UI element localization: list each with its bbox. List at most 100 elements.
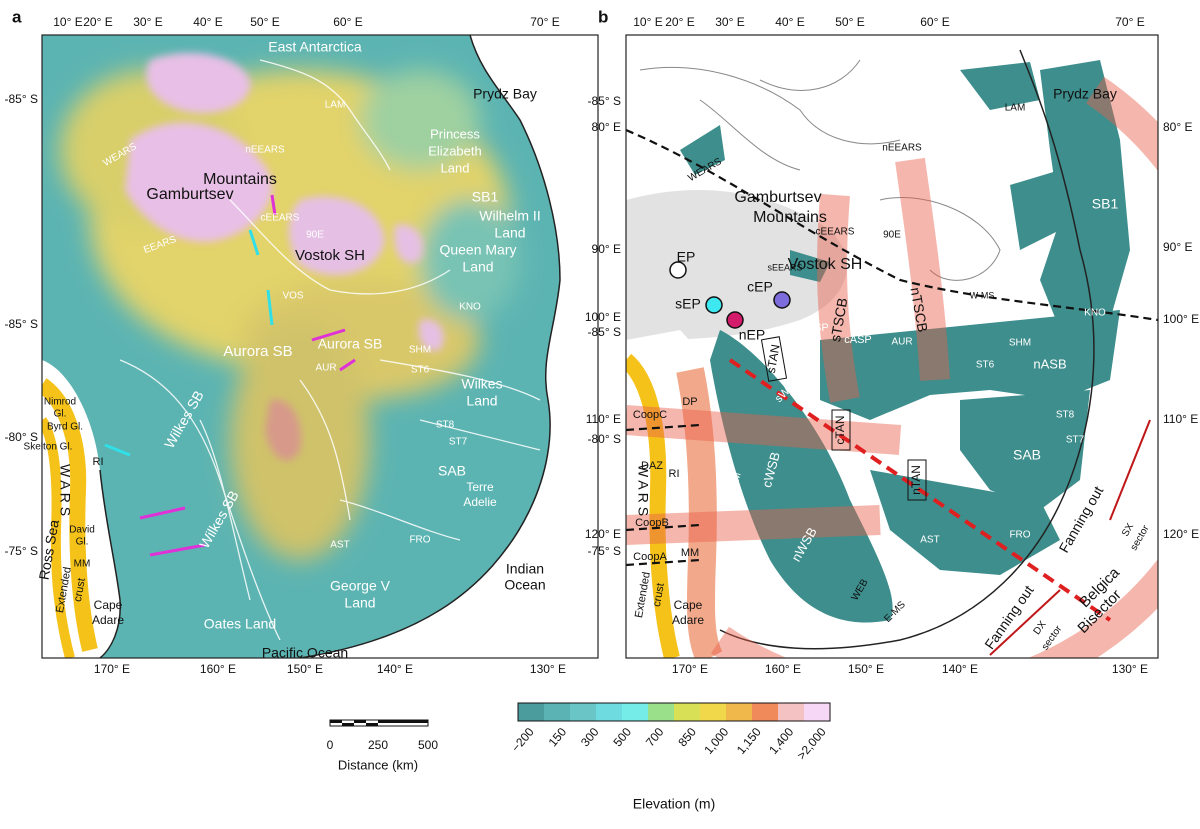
- place-label: Adare: [672, 613, 704, 627]
- place-label: MM: [681, 547, 699, 559]
- lat-label: -85° S: [588, 325, 621, 339]
- place-label: Adare: [92, 613, 124, 627]
- colorbar-swatch: [544, 703, 571, 721]
- map-b: [626, 35, 1158, 658]
- place-label: cEP: [747, 279, 773, 295]
- lat-label: 100° E: [1163, 312, 1199, 326]
- place-label: SAB: [438, 463, 466, 479]
- lon-label: 60° E: [333, 15, 362, 29]
- place-label: SHM: [1009, 338, 1031, 349]
- lon-label: 170° E: [672, 662, 708, 676]
- colorbar-tick-label: 850: [675, 725, 699, 750]
- place-label: ST7: [449, 437, 468, 448]
- lat-label: 80° E: [592, 120, 621, 134]
- place-label: David: [69, 525, 95, 536]
- place-label: nEP: [739, 327, 765, 343]
- place-label: DAZ: [641, 460, 663, 472]
- colorbar-swatch: [752, 703, 779, 721]
- scale-tick-label: 250: [368, 738, 388, 752]
- lon-label: 40° E: [775, 15, 804, 29]
- place-label: CoopB: [635, 517, 669, 529]
- place-label: Adelie: [463, 495, 497, 509]
- colorbar-tick-label: 1,400: [766, 725, 796, 757]
- place-label: Aurora SB: [318, 336, 383, 352]
- lon-label: 150° E: [287, 662, 323, 676]
- place-label: Wilhelm II: [479, 208, 540, 224]
- place-label: Vostok SH: [788, 256, 863, 273]
- scale-label: Distance (km): [338, 757, 418, 772]
- place-label: cTAN: [833, 415, 847, 444]
- lon-label: 70° E: [530, 15, 559, 29]
- colorbar-tick-label: 500: [610, 725, 634, 750]
- place-label: SAB: [1013, 447, 1041, 463]
- place-label: SB1: [472, 189, 499, 205]
- place-label: DP: [682, 396, 697, 408]
- place-label: nTSCB: [907, 286, 931, 333]
- scale-tick-label: 500: [418, 738, 438, 752]
- place-label: AST: [920, 535, 939, 546]
- place-label: ST6: [411, 365, 430, 376]
- colorbar-swatch: [622, 703, 649, 721]
- place-label: Byrd Gl.: [47, 422, 83, 433]
- place-label: SB1: [1092, 196, 1119, 212]
- colorbar-tick-label: 700: [643, 725, 667, 750]
- place-label: Mountains: [753, 209, 827, 226]
- place-label: Prydz Bay: [473, 86, 537, 102]
- place-label: Princess: [430, 126, 480, 141]
- place-label: Elizabeth: [428, 143, 481, 158]
- colorbar: [517, 702, 831, 722]
- scale-bar: [329, 719, 429, 727]
- panel-letter: b: [598, 7, 608, 26]
- place-label: Oates Land: [204, 616, 276, 632]
- place-label: East Antarctica: [268, 39, 362, 55]
- place-label: Aurora SB: [223, 343, 292, 360]
- place-label: sTSCB: [827, 297, 850, 343]
- place-label: ST8: [436, 420, 455, 431]
- lat-label: 80° E: [1163, 120, 1192, 134]
- place-label: sEEARS: [767, 262, 802, 272]
- colorbar-swatch: [674, 703, 701, 721]
- lon-label: 140° E: [942, 662, 978, 676]
- place-label: SHM: [409, 345, 431, 356]
- colorbar-tick-label: 150: [546, 725, 570, 750]
- lon-label: 10° E: [53, 15, 82, 29]
- place-label: EP: [677, 249, 696, 265]
- place-label: CoopA: [633, 551, 667, 563]
- scale-tick-label: 0: [327, 738, 334, 752]
- lat-label: 110° E: [1163, 412, 1198, 426]
- lat-label: 90° E: [1163, 240, 1192, 254]
- lat-label: -80° S: [588, 432, 621, 446]
- lon-label: 150° E: [848, 662, 884, 676]
- map-a: [42, 35, 598, 658]
- place-label: RI: [93, 456, 104, 468]
- colorbar-swatch: [804, 703, 831, 721]
- place-label: George V: [330, 578, 391, 594]
- lon-label: 50° E: [835, 15, 864, 29]
- place-label: Mountains: [203, 171, 277, 188]
- lon-label: 170° E: [94, 662, 130, 676]
- lon-label: 50° E: [250, 15, 279, 29]
- lon-label: 30° E: [133, 15, 162, 29]
- lat-label: 110° E: [586, 412, 621, 426]
- colorbar-swatch: [700, 703, 727, 721]
- panel-letter: a: [12, 7, 22, 26]
- place-label: sASP: [801, 322, 829, 334]
- lat-label: -80° S: [5, 430, 38, 444]
- place-label: cASP: [844, 334, 872, 346]
- place-label: Vostok SH: [295, 247, 365, 264]
- colorbar-tick-label: >2,000: [794, 725, 829, 763]
- place-label: CoopC: [633, 409, 667, 421]
- place-label: Cape: [94, 598, 123, 612]
- lat-label: 120° E: [585, 527, 621, 541]
- place-label: Cape: [674, 598, 703, 612]
- colorbar-swatch: [726, 703, 753, 721]
- lon-label: 140° E: [377, 662, 413, 676]
- place-label: FRO: [1009, 530, 1030, 541]
- place-label: LAM: [325, 100, 346, 111]
- place-label: Indian: [506, 561, 544, 577]
- place-label: W-MS: [970, 290, 995, 300]
- place-label: Wilkes: [461, 376, 502, 392]
- colorbar-swatch: [570, 703, 597, 721]
- lon-label: 40° E: [193, 15, 222, 29]
